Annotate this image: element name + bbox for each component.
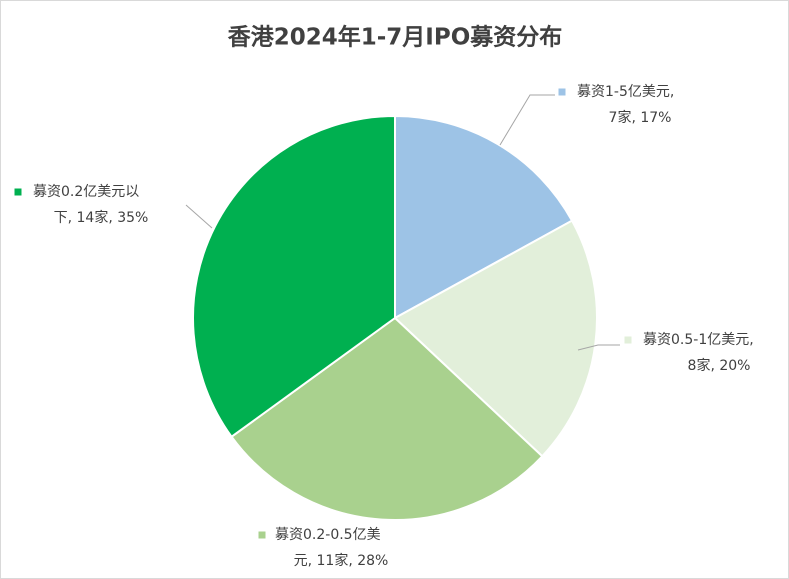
label-key (14, 188, 22, 196)
leader-line (499, 94, 555, 146)
chart-title: 香港2024年1-7月IPO募资分布 (228, 24, 563, 51)
label-key (558, 88, 566, 96)
data-label: 募资0.2亿美元以 (33, 184, 139, 200)
data-label: 募资0.5-1亿美元, (643, 332, 754, 348)
label-key (624, 336, 632, 344)
leader-line (577, 344, 620, 351)
data-label: 8家, 20% (688, 357, 751, 374)
data-label: 下, 14家, 35% (54, 209, 149, 226)
data-label: 7家, 17% (609, 109, 672, 126)
pie-slice (192, 114, 396, 439)
data-label: 募资1-5亿美元, (577, 84, 674, 100)
data-label: 元, 11家, 28% (294, 552, 389, 569)
pie-slice (394, 114, 574, 320)
label-key (258, 531, 266, 539)
data-label: 募资0.2-0.5亿美 (275, 527, 381, 543)
pie-slice (393, 219, 598, 458)
pie-slice (230, 316, 544, 521)
leader-line (185, 204, 213, 229)
